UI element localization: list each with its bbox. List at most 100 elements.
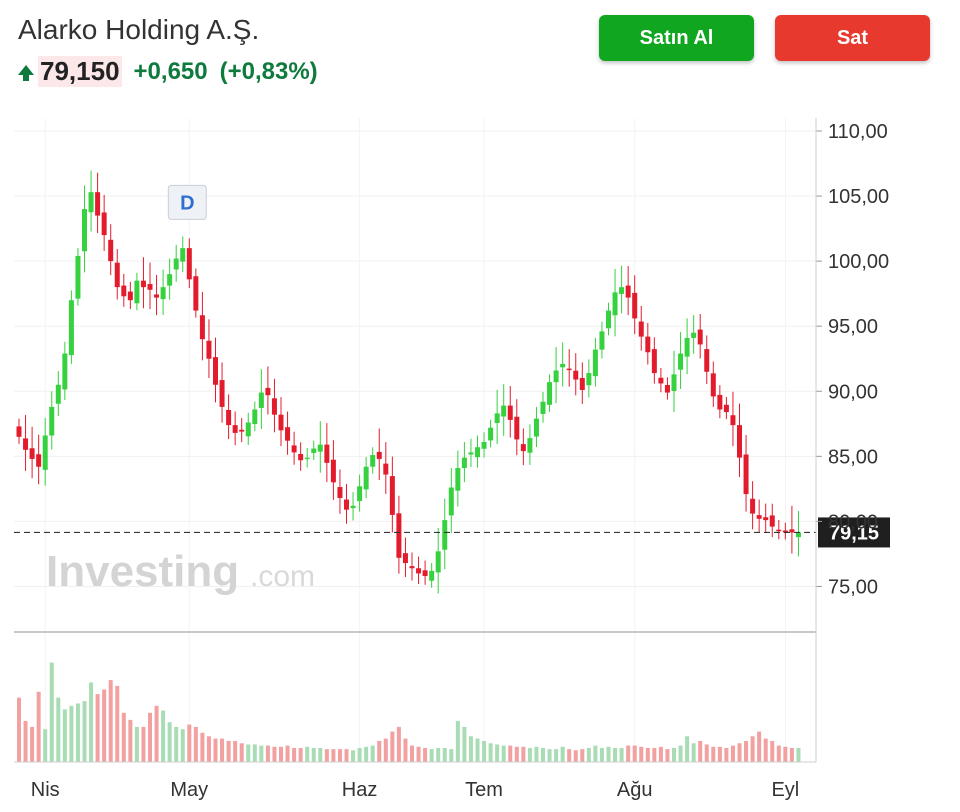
candle-body[interactable] <box>29 448 35 459</box>
candle-body[interactable] <box>743 454 749 495</box>
candle-body[interactable] <box>481 442 487 449</box>
buy-button[interactable]: Satın Al <box>599 15 754 61</box>
candle-body[interactable] <box>448 487 454 516</box>
candle-body[interactable] <box>730 415 736 426</box>
candle-body[interactable] <box>121 285 127 297</box>
candle-body[interactable] <box>422 570 428 577</box>
candle-body[interactable] <box>298 453 304 461</box>
sell-button[interactable]: Sat <box>775 15 930 61</box>
candle-body[interactable] <box>317 444 323 452</box>
candle-body[interactable] <box>507 405 513 420</box>
candle-body[interactable] <box>684 337 690 357</box>
candle-body[interactable] <box>114 262 120 288</box>
candle-body[interactable] <box>173 258 179 270</box>
candle-body[interactable] <box>442 520 448 550</box>
candle-body[interactable] <box>638 321 644 337</box>
candle-body[interactable] <box>271 398 277 415</box>
candle-body[interactable] <box>199 315 205 340</box>
candle-body[interactable] <box>134 280 140 304</box>
candle-body[interactable] <box>167 274 173 286</box>
candle-body[interactable] <box>304 457 310 460</box>
candle-body[interactable] <box>383 463 389 475</box>
candle-body[interactable] <box>704 349 710 372</box>
candle-body[interactable] <box>311 448 317 453</box>
candle-body[interactable] <box>763 517 769 521</box>
candle-body[interactable] <box>108 239 114 262</box>
candle-body[interactable] <box>206 340 212 359</box>
candle-body[interactable] <box>455 468 461 491</box>
candle-body[interactable] <box>16 426 22 437</box>
candle-body[interactable] <box>337 487 343 498</box>
candle-body[interactable] <box>619 287 625 294</box>
candle-body[interactable] <box>632 292 638 319</box>
candle-body[interactable] <box>350 505 356 509</box>
candle-body[interactable] <box>232 425 238 433</box>
candle-body[interactable] <box>252 409 258 425</box>
candle-body[interactable] <box>750 498 756 514</box>
candle-body[interactable] <box>239 429 245 432</box>
candle-body[interactable] <box>370 455 376 467</box>
candle-body[interactable] <box>376 451 382 459</box>
candle-body[interactable] <box>193 276 199 311</box>
candle-body[interactable] <box>592 349 598 377</box>
candle-body[interactable] <box>344 499 349 510</box>
candle-body[interactable] <box>737 425 742 458</box>
candle-body[interactable] <box>501 405 507 417</box>
candle-body[interactable] <box>127 291 133 301</box>
candle-body[interactable] <box>36 454 42 467</box>
candle-body[interactable] <box>429 570 435 581</box>
candle-body[interactable] <box>62 353 68 390</box>
candle-body[interactable] <box>658 377 664 384</box>
candle-body[interactable] <box>514 416 520 440</box>
candle-body[interactable] <box>258 392 264 408</box>
candle-body[interactable] <box>540 401 546 414</box>
candle-body[interactable] <box>671 374 677 392</box>
candle-body[interactable] <box>265 387 271 396</box>
candle-body[interactable] <box>147 284 153 290</box>
candle-body[interactable] <box>691 332 697 338</box>
candle-body[interactable] <box>606 310 611 329</box>
candle-body[interactable] <box>49 406 55 436</box>
candle-body[interactable] <box>612 292 618 316</box>
candle-body[interactable] <box>651 349 657 374</box>
candle-body[interactable] <box>553 370 559 383</box>
candle-body[interactable] <box>95 192 101 216</box>
candle-body[interactable] <box>219 380 225 407</box>
candle-body[interactable] <box>678 353 684 370</box>
dividend-marker[interactable] <box>167 184 207 220</box>
candle-body[interactable] <box>488 427 494 441</box>
candle-body[interactable] <box>154 294 160 298</box>
candle-body[interactable] <box>389 476 395 515</box>
candle-body[interactable] <box>213 357 218 385</box>
candle-body[interactable] <box>23 438 29 450</box>
candle-body[interactable] <box>186 248 192 280</box>
candle-body[interactable] <box>140 280 146 288</box>
candle-body[interactable] <box>330 459 336 483</box>
candle-body[interactable] <box>357 486 363 502</box>
candle-body[interactable] <box>409 566 415 569</box>
candle-body[interactable] <box>756 515 762 519</box>
candle-body[interactable] <box>245 422 251 437</box>
candle-body[interactable] <box>527 438 533 453</box>
candle-body[interactable] <box>324 444 330 463</box>
candle-body[interactable] <box>645 336 651 353</box>
candle-body[interactable] <box>599 331 605 350</box>
candle-body[interactable] <box>789 529 795 533</box>
candle-body[interactable] <box>782 530 788 533</box>
candle-body[interactable] <box>396 513 402 558</box>
candle-body[interactable] <box>625 285 631 298</box>
candle-body[interactable] <box>180 248 186 262</box>
candle-body[interactable] <box>586 373 592 386</box>
candle-body[interactable] <box>435 551 441 573</box>
candle-body[interactable] <box>795 532 801 538</box>
candle-body[interactable] <box>226 410 232 426</box>
candle-body[interactable] <box>520 444 526 452</box>
candle-body[interactable] <box>573 370 579 380</box>
candle-body[interactable] <box>160 287 166 300</box>
candle-body[interactable] <box>82 209 87 252</box>
candle-body[interactable] <box>664 385 670 393</box>
candle-body[interactable] <box>416 568 422 574</box>
candle-body[interactable] <box>75 255 81 299</box>
candle-body[interactable] <box>55 384 61 404</box>
